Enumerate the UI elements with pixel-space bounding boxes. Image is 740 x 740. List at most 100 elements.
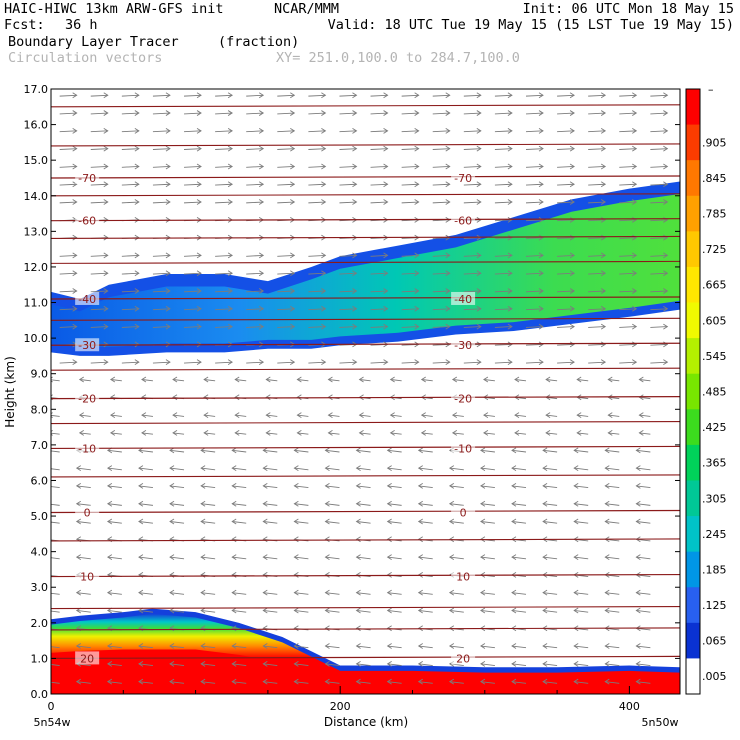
circulation-vector	[386, 483, 402, 489]
vector-head	[169, 607, 175, 614]
circulation-vector	[169, 678, 185, 685]
colorbar-swatch	[686, 89, 700, 126]
vector-head	[258, 305, 265, 312]
circulation-vector	[401, 270, 420, 277]
vector-shaft	[483, 379, 495, 382]
y-axis-label: Height (km)	[3, 356, 17, 427]
vector-shaft	[480, 610, 495, 613]
vector-shaft	[370, 201, 388, 204]
contour-label: 10	[456, 571, 470, 584]
vector-head	[141, 412, 147, 418]
circulation-vector	[386, 660, 402, 667]
circulation-vector	[215, 199, 233, 205]
vector-shaft	[263, 592, 278, 595]
vector-shaft	[605, 503, 620, 506]
vector-head	[355, 607, 361, 614]
vector-shaft	[605, 467, 620, 471]
vector-shaft	[152, 201, 170, 204]
vector-head	[389, 430, 395, 436]
vector-head	[46, 608, 50, 613]
circulation-vector	[107, 483, 122, 489]
vector-head	[258, 181, 265, 188]
vector-head	[134, 288, 140, 294]
vector-shaft	[51, 521, 60, 524]
vector-head	[107, 500, 113, 507]
vector-head	[75, 643, 82, 649]
circulation-vector	[200, 554, 216, 560]
y-tick-label: 6.0	[31, 474, 49, 487]
vector-shaft	[277, 165, 295, 168]
vector-shaft	[138, 645, 153, 649]
vector-head	[72, 145, 78, 152]
vector-shaft	[418, 556, 433, 560]
vector-shaft	[480, 449, 495, 453]
vector-shaft	[107, 521, 122, 524]
vector-shaft	[463, 237, 481, 239]
circulation-vector	[152, 288, 171, 294]
y-tick-label: 17.0	[24, 83, 49, 96]
vector-head	[545, 412, 551, 418]
vector-shaft	[401, 326, 419, 328]
circulation-vector	[200, 500, 216, 507]
vector-shaft	[169, 663, 185, 666]
circulation-vector	[184, 252, 202, 259]
circulation-vector	[494, 92, 513, 99]
vector-head	[445, 92, 451, 99]
circulation-vector	[327, 430, 340, 436]
vector-shaft	[480, 485, 495, 489]
vector-shaft	[511, 556, 527, 560]
vector-head	[169, 554, 175, 560]
circulation-vector	[121, 110, 140, 116]
contour-label: -70	[454, 172, 472, 185]
vector-head	[480, 554, 486, 560]
circulation-vector	[59, 234, 78, 241]
vector-head	[134, 252, 140, 259]
field1-name: Boundary Layer Tracer	[8, 34, 179, 50]
vector-head	[227, 163, 233, 170]
circulation-vector	[588, 199, 607, 205]
contour-label-bg	[75, 391, 100, 405]
vector-head	[107, 465, 113, 471]
vector-head	[165, 110, 171, 116]
vector-shaft	[418, 610, 433, 613]
colorbar: –.905.845.785.725.665.605.545.485.425.36…	[685, 83, 727, 695]
vector-head	[227, 270, 233, 277]
vector-shaft	[201, 556, 216, 560]
vector-shaft	[339, 183, 357, 186]
circulation-vector	[215, 127, 233, 134]
circulation-vector	[494, 234, 513, 241]
circulation-vector	[246, 323, 265, 330]
vector-head	[511, 589, 517, 596]
vector-head	[445, 199, 451, 205]
colorbar-swatch	[686, 658, 700, 695]
vector-head	[663, 252, 669, 259]
circulation-vector	[152, 199, 171, 205]
vector-shaft	[650, 183, 668, 186]
circulation-vector	[293, 483, 309, 489]
circulation-vector	[619, 199, 638, 205]
vector-shaft	[184, 308, 202, 311]
vector-head	[632, 145, 638, 152]
circulation-vector	[138, 465, 153, 471]
vector-shaft	[339, 130, 357, 133]
vector-head	[663, 163, 669, 170]
vector-head	[231, 518, 237, 525]
circulation-vector	[525, 216, 544, 223]
vector-head	[632, 341, 638, 348]
vector-head	[72, 92, 78, 99]
circulation-vector	[184, 127, 202, 134]
circulation-vector	[417, 447, 433, 454]
vector-head	[293, 589, 299, 596]
vector-head	[600, 323, 607, 330]
circulation-vector	[511, 678, 527, 685]
vector-shaft	[619, 290, 637, 293]
vector-shaft	[277, 130, 295, 133]
vector-shaft	[141, 432, 153, 435]
circulation-vector	[370, 163, 389, 170]
vector-shaft	[246, 326, 264, 328]
colorbar-label: .665	[702, 279, 727, 292]
vector-head	[511, 643, 517, 649]
vector-head	[511, 660, 517, 667]
circulation-vector	[308, 323, 327, 330]
vector-head	[234, 394, 240, 401]
